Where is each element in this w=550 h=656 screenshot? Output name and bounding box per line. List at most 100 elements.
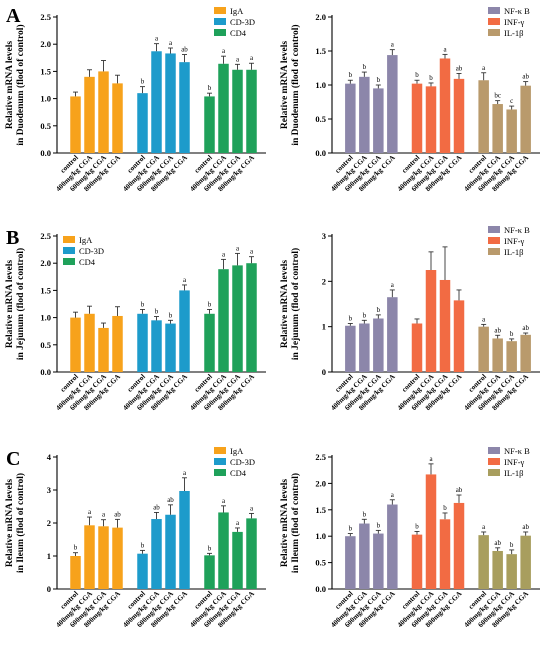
bar xyxy=(165,514,176,589)
significance-label: a xyxy=(183,276,187,284)
legend-swatch xyxy=(488,447,500,454)
y-tick-label: 3 xyxy=(47,485,51,495)
bar xyxy=(179,62,190,153)
legend-swatch xyxy=(214,18,226,25)
significance-label: b xyxy=(169,311,173,319)
significance-label: a xyxy=(222,250,226,258)
bar xyxy=(112,527,123,589)
y-tick-label: 2.0 xyxy=(40,258,51,268)
bar xyxy=(179,290,190,372)
legend-label: IL-1β xyxy=(504,247,523,257)
y-tick-label: 2.5 xyxy=(40,231,51,241)
bar xyxy=(232,531,243,589)
bar xyxy=(506,109,517,153)
significance-label: a xyxy=(250,504,254,512)
bar xyxy=(70,96,81,153)
significance-label: a xyxy=(222,47,226,55)
bar xyxy=(373,318,384,372)
legend-label: CD4 xyxy=(230,28,247,38)
significance-label: a xyxy=(429,455,433,463)
legend-label: INF-γ xyxy=(504,17,525,27)
bar xyxy=(411,534,423,589)
y-axis-label: in Duodenum (flod of control) xyxy=(15,24,26,145)
significance-label: a xyxy=(443,45,447,53)
bar xyxy=(453,300,465,372)
bar xyxy=(492,338,503,372)
bar xyxy=(425,270,437,372)
bar xyxy=(387,504,398,589)
y-axis-label: in Jejunum (flod of control) xyxy=(15,248,26,360)
legend-swatch xyxy=(214,447,226,454)
bar xyxy=(151,519,162,589)
legend-label: CD-3D xyxy=(79,246,104,256)
bar xyxy=(98,526,109,589)
bar xyxy=(520,85,531,153)
bar xyxy=(359,323,370,372)
y-tick-label: 1.5 xyxy=(40,66,51,76)
y-axis-label: Relative mRNA levels xyxy=(280,479,290,567)
bar xyxy=(246,518,257,589)
significance-label: ab xyxy=(494,539,501,547)
y-tick-label: 0.5 xyxy=(315,114,326,124)
y-tick-label: 0.5 xyxy=(40,121,51,131)
bar xyxy=(232,69,243,153)
bar xyxy=(520,334,531,372)
legend-label: IL-1β xyxy=(504,468,523,478)
chart-C-left: C Relative mRNA levels in Ileum (flod of c… xyxy=(5,446,266,629)
bar xyxy=(151,320,162,372)
y-axis-label: Relative mRNA levels xyxy=(5,260,15,348)
significance-label: b xyxy=(363,63,367,71)
significance-label: b xyxy=(141,78,145,86)
bar xyxy=(439,519,451,589)
significance-label: b xyxy=(208,84,212,92)
significance-label: a xyxy=(391,491,395,499)
bar xyxy=(387,55,398,153)
bar xyxy=(204,555,215,589)
bar xyxy=(478,80,489,153)
bar xyxy=(492,104,503,153)
y-axis-label: in Ileum (flod of control) xyxy=(15,473,26,573)
significance-label: b xyxy=(155,308,159,316)
bar xyxy=(345,83,356,153)
legend-swatch xyxy=(63,247,75,254)
significance-label: b xyxy=(141,541,145,549)
y-tick-label: 2 xyxy=(47,518,51,528)
bar xyxy=(425,474,437,589)
significance-label: b xyxy=(415,71,419,79)
significance-label: a xyxy=(250,54,254,62)
significance-label: ab xyxy=(494,326,501,334)
legend-label: IgA xyxy=(79,235,93,245)
y-tick-label: 1.5 xyxy=(315,46,326,56)
significance-label: a xyxy=(222,497,226,505)
legend-swatch xyxy=(488,29,500,36)
significance-label: b xyxy=(377,76,381,84)
y-tick-label: 0.5 xyxy=(315,558,326,568)
legend-label: NF-κ B xyxy=(504,6,530,16)
bar xyxy=(506,341,517,372)
significance-label: b xyxy=(510,541,514,549)
bar xyxy=(492,550,503,589)
bar xyxy=(137,93,148,153)
bar xyxy=(218,63,229,154)
bar xyxy=(411,323,423,372)
legend-label: NF-κ B xyxy=(504,446,530,456)
legend-label: CD-3D xyxy=(230,457,255,467)
significance-label: ab xyxy=(522,523,529,531)
legend-swatch xyxy=(214,458,226,465)
y-axis-label: in Duodenum (flod of control) xyxy=(290,24,301,145)
legend-label: IgA xyxy=(230,446,244,456)
bar xyxy=(246,263,257,372)
legend-label: CD4 xyxy=(230,468,247,478)
y-tick-label: 0 xyxy=(322,367,326,377)
bar xyxy=(70,556,81,589)
legend-swatch xyxy=(63,236,75,243)
bar xyxy=(98,71,109,153)
legend-label: INF-γ xyxy=(504,457,525,467)
significance-label: b xyxy=(208,544,212,552)
legend-swatch xyxy=(488,226,500,233)
bar xyxy=(506,554,517,589)
y-tick-label: 1.5 xyxy=(40,285,51,295)
bar xyxy=(179,490,190,589)
